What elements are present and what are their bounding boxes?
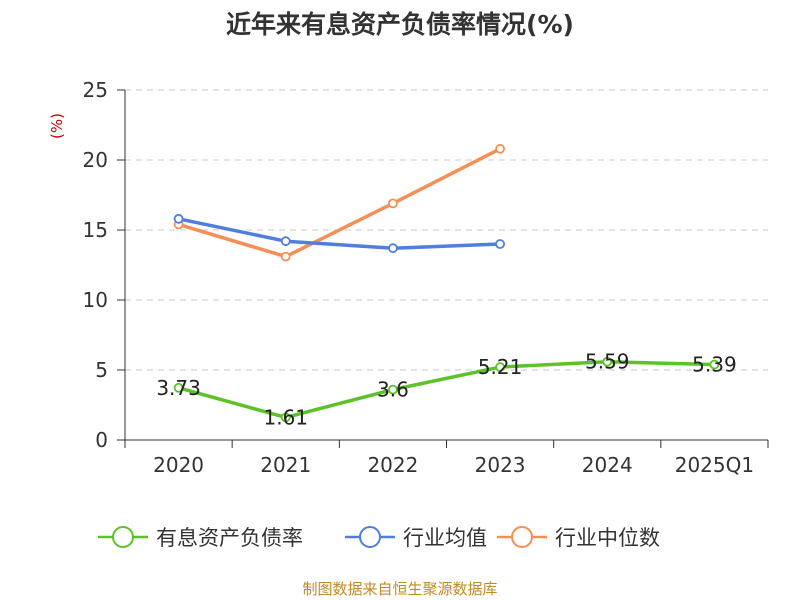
grid <box>125 89 768 371</box>
series-line <box>176 359 717 420</box>
y-axis-unit: (%) <box>48 113 66 139</box>
data-point <box>495 362 505 372</box>
source-note: 制图数据来自恒生聚源数据库 <box>302 580 497 598</box>
y-tick-label: 0 <box>95 428 108 452</box>
data-labels: 3.73 1.61 3.6 5.21 5.59 5.39 <box>156 350 736 430</box>
axes: 0 5 10 15 20 25 2020 2021 2022 2023 2024 2025Q1 <box>83 78 769 477</box>
data-label: 5.21 <box>478 355 523 379</box>
data-point <box>280 236 291 247</box>
x-tick-label: 2021 <box>260 453 311 477</box>
series-line <box>176 217 502 250</box>
data-label: 3.73 <box>156 376 201 400</box>
x-tick-label: 2024 <box>582 453 633 477</box>
data-label: 3.6 <box>377 378 409 402</box>
series-layer <box>173 143 720 423</box>
data-label: 5.59 <box>585 350 630 374</box>
data-point <box>388 384 398 395</box>
y-tick-label: 5 <box>95 358 108 382</box>
y-tick-label: 25 <box>83 78 108 102</box>
data-point <box>602 356 613 367</box>
data-point <box>388 243 398 254</box>
data-point <box>388 198 398 209</box>
data-point <box>280 251 291 262</box>
legend-marker <box>511 526 533 548</box>
x-tick-label: 2022 <box>367 453 418 477</box>
data-point <box>173 213 184 224</box>
data-point <box>709 359 720 370</box>
chart-title: 近年来有息资产负债率情况(%) <box>226 10 574 39</box>
legend-label: 有息资产负债率 <box>156 526 303 550</box>
x-tick-label: 2020 <box>153 453 204 477</box>
x-tick-label: 2025Q1 <box>675 453 754 477</box>
y-tick-label: 15 <box>83 218 108 242</box>
data-point <box>280 412 291 423</box>
data-label: 1.61 <box>263 405 308 429</box>
data-point <box>495 239 505 249</box>
legend: 有息资产负债率 行业均值 行业中位数 <box>98 526 660 550</box>
legend-label: 行业均值 <box>403 526 487 550</box>
x-tick-label: 2023 <box>475 453 526 477</box>
series-line <box>176 147 502 259</box>
data-point <box>173 382 184 393</box>
legend-marker <box>359 526 381 548</box>
legend-label: 行业中位数 <box>555 526 660 550</box>
legend-marker <box>112 526 134 548</box>
y-tick-label: 20 <box>83 148 108 172</box>
data-label: 5.39 <box>692 353 737 377</box>
y-tick-label: 10 <box>83 288 108 312</box>
data-point <box>495 143 505 154</box>
